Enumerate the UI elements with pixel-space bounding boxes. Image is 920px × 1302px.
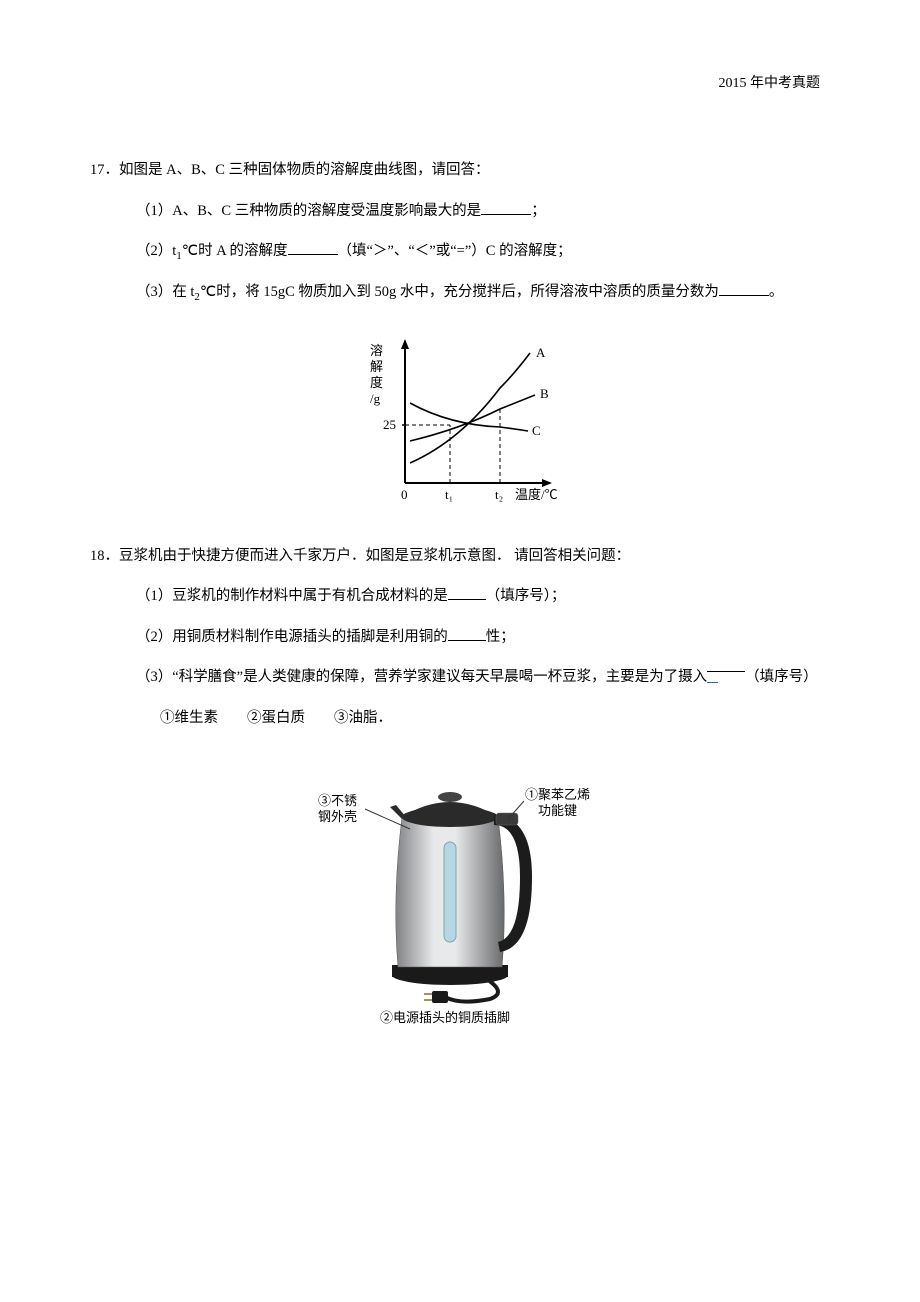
q18-blank2: [448, 626, 486, 641]
soy-milk-maker-diagram: ③不锈钢外壳 ①聚苯乙烯功能键 ②电源插头的铜质插脚: [310, 747, 610, 1027]
q18-p1-b: （填序号）；: [486, 588, 566, 604]
page-header: 2015 年中考真题: [719, 72, 821, 92]
q17-p3-b: ℃时，将 15gC 物质加入到 50g 水中，充分搅拌后，所得溶液中溶质的质量分…: [200, 284, 719, 300]
q18-part3: （3）“科学膳食”是人类健康的保障，营养学家建议每天早晨喝一杯豆浆，主要是为了摄…: [90, 657, 830, 698]
svg-text:度: 度: [370, 375, 383, 390]
svg-text:C: C: [532, 423, 541, 438]
q17-part1: （1）A、B、C 三种物质的溶解度受温度影响最大的是 ；: [90, 191, 830, 232]
q17-blank1: [481, 200, 531, 215]
svg-text:/g: /g: [370, 391, 381, 406]
svg-text:t₁: t₁: [445, 487, 453, 502]
svg-text:③不锈: ③不锈: [318, 793, 357, 808]
q17-p3-c: 。: [769, 284, 784, 300]
q18-p1-a: （1）豆浆机的制作材料中属于有机合成材料的是: [136, 588, 448, 604]
q18-choices: ①维生素 ②蛋白质 ③油脂．: [90, 698, 830, 739]
q17-blank2: [288, 241, 338, 256]
question-18: 18．豆浆机由于快捷方便而进入千家万户．如图是豆浆机示意图． 请回答相关问题： …: [90, 536, 830, 1032]
q17-p2-c: （填“＞”、“＜”或“=”）C 的溶解度；: [338, 243, 572, 259]
q18-part2: （2）用铜质材料制作电源插头的插脚是利用铜的 性；: [90, 617, 830, 658]
q18-stem: 18．豆浆机由于快捷方便而进入千家万户．如图是豆浆机示意图． 请回答相关问题：: [90, 536, 830, 577]
q17-figure: 溶解度/g25 0 t₁ t₂ 温度/℃ A B C: [90, 323, 830, 518]
svg-text:①聚苯乙烯: ①聚苯乙烯: [525, 787, 590, 802]
q18-part1: （1）豆浆机的制作材料中属于有机合成材料的是 （填序号）；: [90, 576, 830, 617]
exam-page: 2015 年中考真题 17．如图是 A、B、C 三种固体物质的溶解度曲线图，请回…: [0, 0, 920, 1302]
question-17: 17．如图是 A、B、C 三种固体物质的溶解度曲线图，请回答： （1）A、B、C…: [90, 150, 830, 518]
svg-text:功能键: 功能键: [538, 803, 577, 818]
q18-figure: ③不锈钢外壳 ①聚苯乙烯功能键 ②电源插头的铜质插脚: [90, 747, 830, 1032]
solubility-curve-chart: 溶解度/g25 0 t₁ t₂ 温度/℃ A B C: [350, 323, 570, 513]
q17-number: 17．: [90, 162, 119, 178]
q18-p3-a: （3）“科学膳食”是人类健康的保障，营养学家建议每天早晨喝一杯豆浆，主要是为了摄…: [136, 669, 707, 685]
q17-p3-a: （3）在 t: [136, 284, 194, 300]
q17-blank3: [719, 281, 769, 296]
svg-text:0: 0: [401, 487, 408, 502]
q17-stem-text: 如图是 A、B、C 三种固体物质的溶解度曲线图，请回答：: [119, 162, 490, 178]
q17-part3: （3）在 t2℃时，将 15gC 物质加入到 50g 水中，充分搅拌后，所得溶液…: [90, 272, 830, 313]
svg-text:t₂: t₂: [495, 487, 503, 502]
svg-text:A: A: [536, 345, 546, 360]
q17-part2: （2）t1℃时 A 的溶解度（填“＞”、“＜”或“=”）C 的溶解度；: [90, 231, 830, 272]
svg-text:解: 解: [370, 359, 383, 374]
q18-blank3: [707, 657, 745, 672]
q18-p2-b: 性；: [486, 629, 515, 645]
q17-stem: 17．如图是 A、B、C 三种固体物质的溶解度曲线图，请回答：: [90, 150, 830, 191]
q17-p2-a: （2）t: [136, 243, 176, 259]
svg-text:温度/℃: 温度/℃: [515, 487, 558, 502]
svg-text:②电源插头的铜质插脚: ②电源插头的铜质插脚: [380, 1010, 510, 1025]
q17-p2-b: ℃时 A 的溶解度: [182, 243, 288, 259]
q17-p1-a: （1）A、B、C 三种物质的溶解度受温度影响最大的是: [136, 203, 481, 219]
q18-p2-a: （2）用铜质材料制作电源插头的插脚是利用铜的: [136, 629, 448, 645]
svg-text:钢外壳: 钢外壳: [318, 809, 357, 824]
svg-text:溶: 溶: [370, 343, 383, 358]
svg-text:25: 25: [383, 417, 396, 432]
q18-stem-text: 豆浆机由于快捷方便而进入千家万户．如图是豆浆机示意图． 请回答相关问题：: [119, 548, 630, 564]
q18-p3-b: （填序号）: [745, 669, 818, 685]
q17-p1-b: ；: [531, 203, 546, 219]
svg-text:B: B: [540, 386, 549, 401]
q18-number: 18．: [90, 548, 119, 564]
q18-blank1: [448, 586, 486, 601]
